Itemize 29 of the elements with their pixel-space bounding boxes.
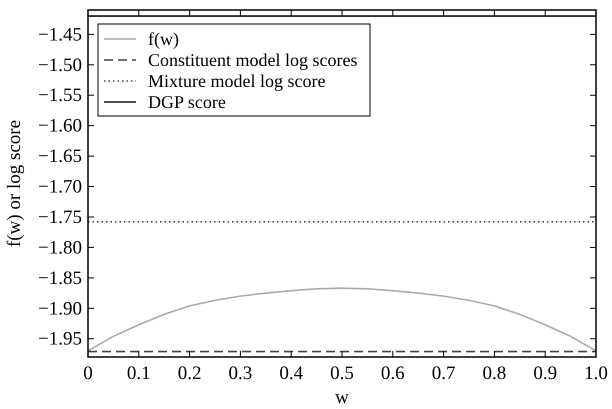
y-axis-title: f(w) or log score bbox=[4, 120, 25, 248]
x-tick-label: 1.0 bbox=[584, 363, 608, 384]
x-tick-label: 0.5 bbox=[330, 363, 354, 384]
y-tick-label: −1.50 bbox=[38, 54, 82, 76]
x-tick-label: 0.2 bbox=[178, 363, 202, 384]
x-tick-label: 0.8 bbox=[482, 363, 506, 384]
y-tick-label: −1.75 bbox=[38, 206, 82, 228]
legend-label: f(w) bbox=[148, 29, 179, 49]
y-tick-label: −1.80 bbox=[38, 237, 82, 258]
y-tick-label: −1.70 bbox=[38, 176, 82, 198]
x-tick-label: 0.7 bbox=[432, 363, 456, 384]
x-tick-label: 0.4 bbox=[279, 363, 304, 384]
x-tick-label: 0 bbox=[83, 363, 93, 384]
y-tick-label: −1.45 bbox=[38, 24, 82, 46]
line-series bbox=[88, 287, 596, 352]
x-axis-title: w bbox=[335, 387, 350, 408]
y-tick-label: −1.65 bbox=[38, 146, 82, 168]
y-tick-label: −1.95 bbox=[38, 328, 82, 350]
x-tick-label: 0.9 bbox=[533, 363, 558, 384]
y-tick-label: −1.60 bbox=[38, 116, 82, 137]
legend-label: Constituent model log scores bbox=[148, 50, 358, 70]
x-tick-label: 0.3 bbox=[228, 363, 252, 384]
y-tick-label: −1.90 bbox=[38, 298, 82, 320]
legend-label: DGP score bbox=[148, 92, 226, 112]
y-tick-label: −1.85 bbox=[38, 268, 82, 289]
x-tick-label: 0.1 bbox=[126, 363, 151, 384]
legend-label: Mixture model log score bbox=[148, 71, 326, 91]
y-tick-label: −1.55 bbox=[38, 85, 82, 106]
x-tick-label: 0.6 bbox=[380, 363, 405, 384]
